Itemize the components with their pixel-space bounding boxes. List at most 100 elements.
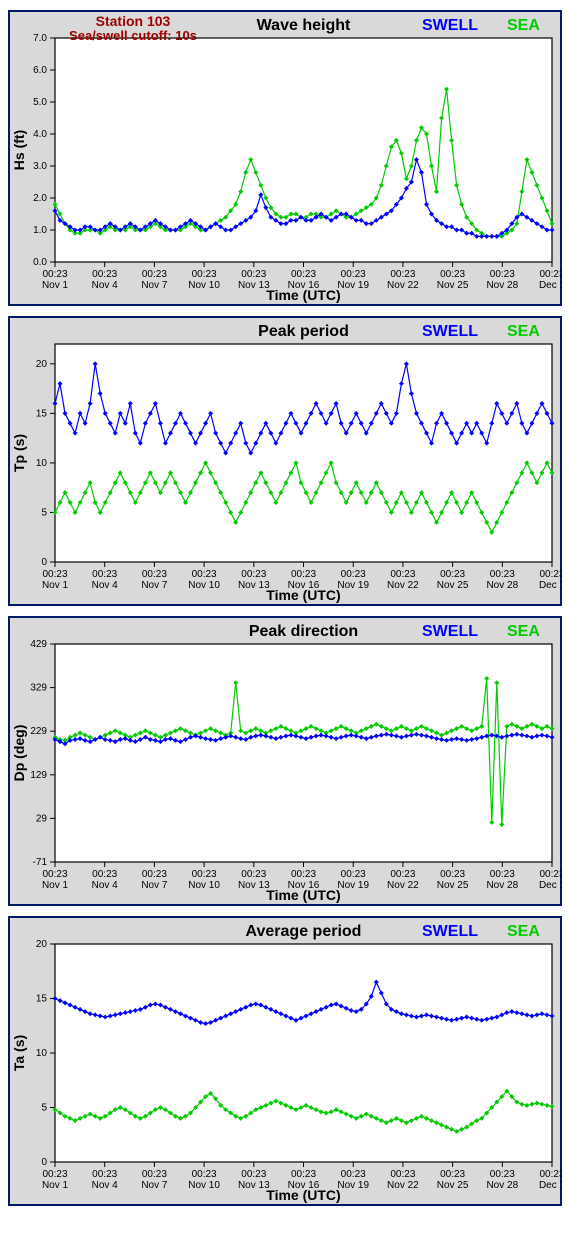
svg-text:Nov 28: Nov 28 <box>486 280 518 291</box>
panel-peak-period: Peak periodSWELLSEA05101520Tp (s)00:23No… <box>8 316 562 606</box>
svg-text:00:23: 00:23 <box>291 1169 316 1180</box>
svg-text:Nov 25: Nov 25 <box>437 880 469 891</box>
svg-text:Nov 1: Nov 1 <box>42 580 69 591</box>
legend-sea: SEA <box>507 923 540 940</box>
panel-average-period: Average periodSWELLSEA05101520Ta (s)00:2… <box>8 916 562 1206</box>
svg-text:00:23: 00:23 <box>92 1169 117 1180</box>
svg-text:Nov 7: Nov 7 <box>141 580 168 591</box>
svg-text:Nov 28: Nov 28 <box>486 580 518 591</box>
panel-peak-direction: Peak directionSWELLSEA-7129129229329429D… <box>8 616 562 906</box>
svg-text:0.0: 0.0 <box>33 257 47 268</box>
svg-text:0: 0 <box>41 557 47 568</box>
legend-swell: SWELL <box>422 923 478 940</box>
svg-text:Nov 13: Nov 13 <box>238 580 270 591</box>
svg-text:Dec 1: Dec 1 <box>539 880 562 891</box>
svg-text:Nov 25: Nov 25 <box>437 280 469 291</box>
svg-text:00:23: 00:23 <box>42 1169 67 1180</box>
y-axis-label: Dp (deg) <box>11 725 27 782</box>
panels-container: Wave heightStation 103Sea/swell cutoff: … <box>0 10 570 1206</box>
svg-text:229: 229 <box>30 726 47 737</box>
svg-text:00:23: 00:23 <box>241 569 266 580</box>
svg-text:00:23: 00:23 <box>440 569 465 580</box>
svg-text:00:23: 00:23 <box>490 269 515 280</box>
legend-swell: SWELL <box>422 623 478 640</box>
y-axis-label: Ta (s) <box>11 1035 27 1071</box>
svg-text:00:23: 00:23 <box>291 569 316 580</box>
station-title: Station 103 <box>96 13 171 29</box>
legend-sea: SEA <box>507 623 540 640</box>
svg-text:Nov 10: Nov 10 <box>188 1180 220 1191</box>
svg-text:Nov 4: Nov 4 <box>92 580 119 591</box>
svg-text:00:23: 00:23 <box>92 569 117 580</box>
svg-text:00:23: 00:23 <box>341 269 366 280</box>
svg-text:Nov 7: Nov 7 <box>141 280 168 291</box>
svg-text:-71: -71 <box>33 857 48 868</box>
svg-text:00:23: 00:23 <box>490 869 515 880</box>
svg-text:Dec 1: Dec 1 <box>539 1180 562 1191</box>
svg-text:Nov 1: Nov 1 <box>42 280 69 291</box>
svg-text:00:23: 00:23 <box>241 869 266 880</box>
svg-text:00:23: 00:23 <box>92 269 117 280</box>
svg-text:5: 5 <box>41 507 47 518</box>
svg-text:Nov 7: Nov 7 <box>141 1180 168 1191</box>
svg-text:Nov 22: Nov 22 <box>387 280 419 291</box>
svg-text:00:23: 00:23 <box>42 269 67 280</box>
svg-text:Dec 1: Dec 1 <box>539 580 562 591</box>
legend-sea: SEA <box>507 323 540 340</box>
chart-title: Peak direction <box>249 623 358 640</box>
svg-text:00:23: 00:23 <box>390 269 415 280</box>
panel-wave-height: Wave heightStation 103Sea/swell cutoff: … <box>8 10 562 306</box>
svg-text:Nov 19: Nov 19 <box>337 280 369 291</box>
svg-text:Nov 19: Nov 19 <box>337 580 369 591</box>
svg-text:00:23: 00:23 <box>390 1169 415 1180</box>
svg-text:7.0: 7.0 <box>33 33 47 44</box>
svg-text:6.0: 6.0 <box>33 65 47 76</box>
y-axis-label: Tp (s) <box>11 434 27 472</box>
chart-title: Peak period <box>258 323 349 340</box>
svg-text:329: 329 <box>30 683 47 694</box>
svg-text:Nov 1: Nov 1 <box>42 1180 69 1191</box>
svg-text:00:23: 00:23 <box>390 569 415 580</box>
x-axis-label: Time (UTC) <box>266 287 340 303</box>
svg-text:Nov 4: Nov 4 <box>92 1180 119 1191</box>
cutoff-text: Sea/swell cutoff: 10s <box>69 28 197 43</box>
svg-text:Nov 4: Nov 4 <box>92 280 119 291</box>
svg-text:Nov 13: Nov 13 <box>238 880 270 891</box>
svg-text:15: 15 <box>36 994 48 1005</box>
svg-text:Nov 19: Nov 19 <box>337 880 369 891</box>
svg-text:0: 0 <box>41 1157 47 1168</box>
svg-text:Nov 19: Nov 19 <box>337 1180 369 1191</box>
svg-text:00:23: 00:23 <box>291 869 316 880</box>
svg-text:Nov 22: Nov 22 <box>387 1180 419 1191</box>
svg-text:4.0: 4.0 <box>33 129 47 140</box>
svg-text:00:23: 00:23 <box>92 869 117 880</box>
svg-text:00:23: 00:23 <box>241 1169 266 1180</box>
svg-text:2.0: 2.0 <box>33 193 47 204</box>
svg-text:20: 20 <box>36 359 48 370</box>
svg-text:Nov 28: Nov 28 <box>486 1180 518 1191</box>
svg-text:00:23: 00:23 <box>539 869 562 880</box>
svg-text:Nov 10: Nov 10 <box>188 880 220 891</box>
svg-text:Nov 1: Nov 1 <box>42 880 69 891</box>
svg-text:00:23: 00:23 <box>241 269 266 280</box>
svg-text:1.0: 1.0 <box>33 225 47 236</box>
svg-text:00:23: 00:23 <box>341 569 366 580</box>
svg-text:5.0: 5.0 <box>33 97 47 108</box>
svg-text:Nov 22: Nov 22 <box>387 880 419 891</box>
x-axis-label: Time (UTC) <box>266 887 340 903</box>
svg-text:429: 429 <box>30 639 47 650</box>
svg-text:00:23: 00:23 <box>192 569 217 580</box>
svg-text:00:23: 00:23 <box>539 569 562 580</box>
legend-sea: SEA <box>507 17 540 34</box>
svg-text:129: 129 <box>30 770 47 781</box>
svg-text:00:23: 00:23 <box>42 569 67 580</box>
svg-text:00:23: 00:23 <box>142 1169 167 1180</box>
svg-text:00:23: 00:23 <box>440 1169 465 1180</box>
svg-text:Nov 13: Nov 13 <box>238 280 270 291</box>
svg-text:10: 10 <box>36 1048 48 1059</box>
svg-text:00:23: 00:23 <box>142 269 167 280</box>
svg-text:00:23: 00:23 <box>440 269 465 280</box>
svg-text:Nov 13: Nov 13 <box>238 1180 270 1191</box>
svg-text:Nov 28: Nov 28 <box>486 880 518 891</box>
svg-text:Nov 7: Nov 7 <box>141 880 168 891</box>
